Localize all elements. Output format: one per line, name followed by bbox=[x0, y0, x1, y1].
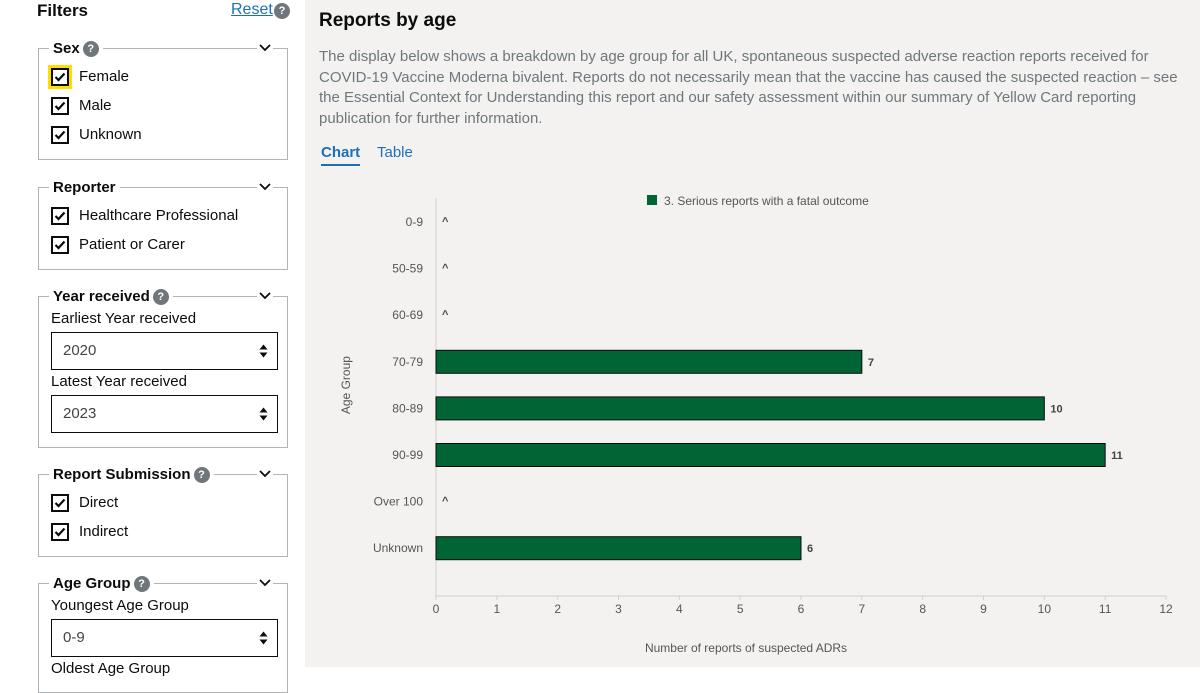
page-description: The display below shows a breakdown by a… bbox=[319, 48, 1178, 127]
x-axis-title: Number of reports of suspected ADRs bbox=[645, 641, 847, 655]
y-tick-label: 50-59 bbox=[392, 262, 423, 276]
tab-chart[interactable]: Chart bbox=[321, 143, 361, 166]
reporter-filter: Reporter Healthcare Professional Patient… bbox=[38, 178, 288, 270]
earliest-year-label: Earliest Year received bbox=[51, 310, 197, 327]
sex-filter: Sex? Female Male Unknown bbox=[38, 39, 288, 160]
youngest-age-label: Youngest Age Group bbox=[51, 597, 189, 614]
checkbox-unknown[interactable]: Unknown bbox=[51, 124, 142, 146]
latest-year-label: Latest Year received bbox=[51, 373, 187, 390]
select-arrows-icon bbox=[259, 407, 268, 421]
data-label: ^ bbox=[442, 216, 449, 228]
bar bbox=[435, 349, 863, 374]
x-tick-label: 11 bbox=[1099, 602, 1112, 616]
latest-year-select[interactable]: 2023 bbox=[51, 395, 278, 433]
x-tick-label: 9 bbox=[980, 602, 987, 616]
bar bbox=[435, 536, 802, 561]
data-label: 11 bbox=[1111, 450, 1123, 462]
checkbox-checked-icon[interactable] bbox=[51, 97, 69, 116]
chevron-down-icon[interactable] bbox=[257, 180, 273, 196]
checkbox-indirect[interactable]: Indirect bbox=[51, 521, 128, 543]
x-tick-label: 4 bbox=[676, 602, 683, 616]
chevron-down-icon[interactable] bbox=[257, 289, 273, 305]
report-submission-legend: Report Submission? bbox=[49, 465, 214, 485]
checkbox-checked-icon[interactable] bbox=[51, 494, 69, 513]
data-label: ^ bbox=[442, 496, 449, 508]
checkbox-direct[interactable]: Direct bbox=[51, 492, 118, 514]
age-group-legend: Age Group? bbox=[49, 574, 154, 594]
checkbox-checked-icon[interactable] bbox=[51, 126, 69, 145]
data-label: ^ bbox=[442, 309, 449, 321]
reporter-legend: Reporter bbox=[49, 178, 120, 198]
legend-label: 3. Serious reports with a fatal outcome bbox=[664, 194, 869, 208]
x-tick-label: 8 bbox=[919, 602, 926, 616]
y-tick-label: 0-9 bbox=[406, 215, 424, 229]
checkbox-patient-or-carer[interactable]: Patient or Carer bbox=[51, 234, 185, 256]
checkbox-checked-icon[interactable] bbox=[51, 236, 69, 255]
chevron-down-icon[interactable] bbox=[257, 576, 273, 592]
earliest-year-select[interactable]: 2020 bbox=[51, 332, 278, 370]
x-tick-label: 1 bbox=[493, 602, 500, 616]
checkbox-checked-icon[interactable] bbox=[51, 207, 69, 226]
main-content: Reports by age The display below shows a… bbox=[305, 0, 1200, 667]
age-group-filter: Age Group? Youngest Age Group 0-9 Oldest… bbox=[38, 574, 288, 693]
legend-swatch bbox=[647, 195, 657, 205]
x-tick-label: 0 bbox=[433, 602, 440, 616]
select-arrows-icon bbox=[259, 631, 268, 645]
data-label: ^ bbox=[442, 263, 449, 275]
x-tick-label: 12 bbox=[1159, 602, 1173, 616]
report-submission-filter: Report Submission? Direct Indirect bbox=[38, 465, 288, 557]
filters-sidebar: Filters Reset ? Sex? Female Male Unknown… bbox=[0, 0, 305, 693]
sex-legend: Sex? bbox=[49, 39, 103, 59]
checkbox-checked-icon[interactable] bbox=[48, 65, 72, 90]
age-chart: 3. Serious reports with a fatal outcome 0… bbox=[339, 194, 1173, 655]
help-icon[interactable]: ? bbox=[193, 467, 210, 484]
y-tick-label: Unknown bbox=[373, 541, 423, 555]
checkbox-healthcare-professional[interactable]: Healthcare Professional bbox=[51, 205, 238, 227]
filters-title: Filters bbox=[37, 1, 89, 20]
y-tick-label: 80-89 bbox=[392, 401, 423, 415]
bar bbox=[435, 396, 1045, 421]
x-tick-label: 2 bbox=[554, 602, 561, 616]
checkbox-female[interactable]: Female bbox=[48, 65, 129, 90]
help-icon[interactable]: ? bbox=[133, 576, 150, 593]
x-tick-label: 7 bbox=[858, 602, 865, 616]
x-tick-label: 6 bbox=[798, 602, 805, 616]
y-axis-title: Age Group bbox=[339, 356, 353, 414]
chevron-down-icon[interactable] bbox=[257, 41, 273, 57]
help-icon[interactable]: ? bbox=[274, 3, 290, 19]
youngest-age-select[interactable]: 0-9 bbox=[51, 619, 278, 657]
chart-area: 3. Serious reports with a fatal outcome 0… bbox=[305, 170, 1200, 667]
checkbox-male[interactable]: Male bbox=[51, 95, 112, 117]
year-received-legend: Year received? bbox=[49, 287, 173, 307]
y-tick-label: 90-99 bbox=[392, 448, 423, 462]
tab-table[interactable]: Table bbox=[377, 144, 413, 161]
y-tick-label: Over 100 bbox=[374, 495, 424, 509]
bar bbox=[435, 443, 1106, 467]
year-received-filter: Year received? Earliest Year received 20… bbox=[38, 287, 288, 448]
reset-link[interactable]: Reset bbox=[231, 1, 273, 18]
data-label: 6 bbox=[807, 543, 813, 555]
x-tick-label: 3 bbox=[615, 602, 622, 616]
y-tick-label: 70-79 bbox=[392, 355, 423, 369]
checkbox-checked-icon[interactable] bbox=[51, 523, 69, 542]
chevron-down-icon[interactable] bbox=[257, 467, 273, 483]
select-arrows-icon bbox=[259, 344, 268, 358]
help-icon[interactable]: ? bbox=[152, 289, 169, 306]
y-tick-label: 60-69 bbox=[392, 308, 423, 322]
data-label: 7 bbox=[868, 357, 874, 369]
x-tick-label: 5 bbox=[737, 602, 744, 616]
data-label: 10 bbox=[1050, 403, 1062, 415]
help-icon[interactable]: ? bbox=[82, 41, 99, 58]
x-tick-label: 10 bbox=[1038, 602, 1052, 616]
oldest-age-label: Oldest Age Group bbox=[51, 660, 171, 677]
page-title: Reports by age bbox=[319, 10, 457, 31]
